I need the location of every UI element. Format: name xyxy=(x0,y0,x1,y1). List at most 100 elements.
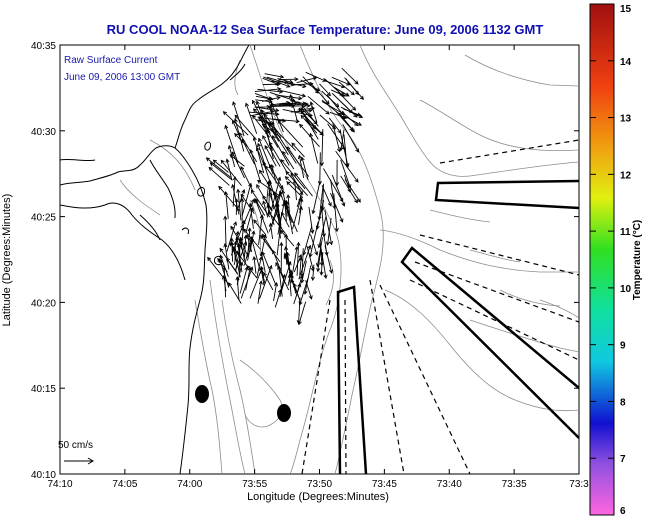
current-vector xyxy=(344,115,362,126)
current-vector xyxy=(220,159,242,186)
current-vector xyxy=(254,197,266,216)
current-vector xyxy=(256,142,267,169)
current-vector xyxy=(277,265,283,297)
map-title: RU COOL NOAA-12 Sea Surface Temperature:… xyxy=(106,22,544,37)
current-vector xyxy=(343,134,349,168)
x-tick-label: 73:40 xyxy=(437,479,462,490)
current-vector xyxy=(230,224,244,256)
scale-label: 50 cm/s xyxy=(58,440,93,451)
current-vector xyxy=(297,154,305,179)
current-vector xyxy=(264,73,285,79)
colorbar-tick-label: 12 xyxy=(620,170,632,181)
current-vector xyxy=(316,250,322,273)
current-vector xyxy=(252,99,271,134)
current-vector xyxy=(240,197,245,231)
current-vector xyxy=(239,236,248,255)
current-vector xyxy=(300,156,309,180)
current-vector xyxy=(225,158,233,180)
y-tick-label: 40:30 xyxy=(31,127,56,138)
current-vector xyxy=(231,119,243,142)
current-vector xyxy=(221,275,227,292)
x-tick-label: 73:35 xyxy=(502,479,527,490)
current-vector xyxy=(296,76,318,84)
current-vector xyxy=(337,91,357,111)
current-vector xyxy=(257,88,284,94)
current-vector xyxy=(334,159,340,187)
current-vector xyxy=(340,175,358,204)
current-vector xyxy=(277,78,294,84)
current-vector xyxy=(321,101,346,116)
current-vector xyxy=(240,266,254,299)
current-vector xyxy=(256,179,281,197)
current-vector xyxy=(303,265,312,295)
current-vector xyxy=(279,273,287,298)
colorbar-label: Temperature (°C) xyxy=(632,220,643,301)
current-vector xyxy=(298,244,312,280)
sector-outlines xyxy=(336,179,579,474)
current-vector xyxy=(212,159,229,173)
current-vector xyxy=(302,226,313,256)
current-vector xyxy=(236,189,246,211)
current-vector xyxy=(258,116,279,148)
y-tick-label: 40:20 xyxy=(31,298,56,309)
current-vector xyxy=(289,93,299,123)
current-vector xyxy=(342,124,359,153)
marker-south xyxy=(277,404,291,422)
current-vector xyxy=(226,221,238,252)
current-vector xyxy=(282,108,314,118)
current-vector xyxy=(309,101,318,123)
current-vector xyxy=(333,193,339,233)
current-vector xyxy=(274,129,297,164)
colorbar-tick-label: 10 xyxy=(620,284,632,295)
current-vector xyxy=(284,176,302,193)
current-vector xyxy=(252,114,271,138)
x-tick-label: 74:00 xyxy=(177,479,202,490)
current-vector xyxy=(262,135,281,167)
current-vector xyxy=(267,179,272,215)
current-vector xyxy=(239,132,258,163)
current-vector xyxy=(222,111,249,136)
current-vector xyxy=(299,197,304,214)
current-vector xyxy=(321,185,332,207)
current-vector xyxy=(306,245,315,272)
current-vector xyxy=(319,114,337,130)
current-vector xyxy=(311,181,321,215)
colorbar-tick-label: 13 xyxy=(620,114,632,125)
current-vector xyxy=(260,234,281,263)
current-vector xyxy=(331,92,354,114)
current-vector xyxy=(223,243,230,270)
current-vector xyxy=(317,215,327,249)
current-vector xyxy=(257,137,274,175)
current-vector xyxy=(235,276,240,300)
current-vector xyxy=(296,241,301,276)
current-vector xyxy=(307,95,330,115)
current-vector xyxy=(249,267,263,299)
current-vector xyxy=(330,192,344,223)
current-vector xyxy=(291,142,305,158)
colorbar-ticks: 15 14 13 12 11 10 9 8 7 6 xyxy=(590,3,632,517)
current-vector xyxy=(341,67,359,85)
dashed-sector-lines xyxy=(301,139,579,474)
annotation-line2: June 09, 2006 13:00 GMT xyxy=(64,72,180,83)
current-vector xyxy=(344,179,361,203)
current-vector xyxy=(286,181,304,199)
current-vector xyxy=(257,280,263,304)
current-vector xyxy=(205,157,232,178)
current-vector xyxy=(294,172,313,197)
current-vector xyxy=(253,219,267,236)
current-vector xyxy=(259,264,273,300)
current-vector xyxy=(280,229,295,247)
current-vector xyxy=(207,256,231,286)
colorbar-tick-label: 11 xyxy=(620,227,631,238)
current-vector xyxy=(331,76,351,86)
current-vector xyxy=(309,132,319,164)
current-vector xyxy=(345,78,360,96)
current-vector xyxy=(235,235,243,273)
current-vector xyxy=(218,258,230,288)
current-vector xyxy=(255,146,267,169)
current-vector xyxy=(285,170,309,197)
current-vector xyxy=(269,103,296,108)
current-vector xyxy=(308,206,315,234)
x-tick-label: 73:50 xyxy=(307,479,332,490)
